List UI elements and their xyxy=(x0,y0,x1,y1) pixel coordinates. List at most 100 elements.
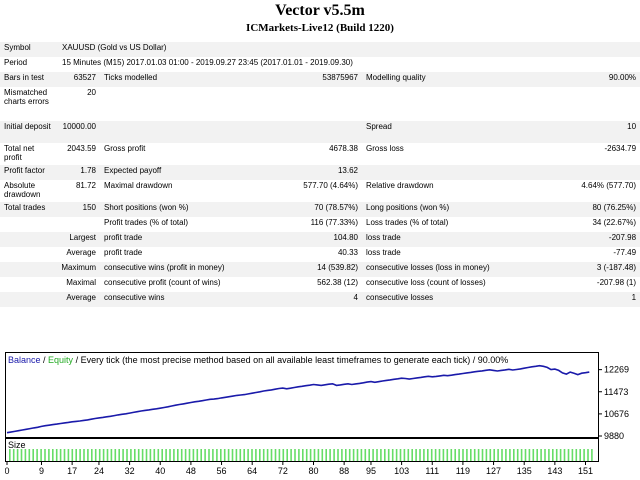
report-cell: Loss trades (% of total) xyxy=(366,218,449,227)
size-bar xyxy=(583,449,585,461)
size-bar xyxy=(516,449,519,461)
report-subtitle: ICMarkets-Live12 (Build 1220) xyxy=(246,22,394,34)
size-bar xyxy=(552,449,554,461)
size-bar xyxy=(259,449,261,461)
size-bar xyxy=(153,449,156,461)
size-bar xyxy=(247,449,249,461)
report-cell: Symbol xyxy=(0,42,58,57)
size-bar xyxy=(368,449,370,461)
size-bar xyxy=(145,449,148,461)
report-cell: Profit trades (% of total) xyxy=(104,218,189,227)
report-cell: Relative drawdown xyxy=(366,181,434,190)
size-bar xyxy=(290,449,292,461)
size-bar xyxy=(149,449,152,461)
size-bar xyxy=(317,449,320,461)
size-bar xyxy=(337,449,339,461)
size-bar xyxy=(489,449,492,461)
size-bar xyxy=(501,449,503,461)
size-bar xyxy=(98,449,101,461)
size-bar xyxy=(380,449,382,461)
report-cell: Gross loss xyxy=(366,144,404,153)
size-bar xyxy=(169,449,171,461)
report-cell: -77.49 xyxy=(613,248,637,257)
report-row: Average profit trade 40.33 loss trade -77.49 xyxy=(0,247,640,262)
report-cell: Total net profit xyxy=(4,144,35,162)
report-cell: 15 Minutes (M15) 2017.01.03 01:00 - 2019… xyxy=(62,58,353,67)
report-cell: Maximal drawdown xyxy=(104,181,173,190)
size-bar xyxy=(505,449,507,461)
x-tick-label: 143 xyxy=(547,466,562,476)
size-bar xyxy=(188,449,191,461)
report-cell: consecutive wins (profit in money) xyxy=(100,262,252,277)
size-bar xyxy=(216,449,218,461)
y-tick-label: 9880 xyxy=(604,431,624,441)
report-cell: 20 xyxy=(87,88,96,97)
size-bar xyxy=(161,449,163,461)
size-bar xyxy=(481,449,484,461)
size-bar xyxy=(137,449,140,461)
size-bar xyxy=(126,449,128,461)
report-row: Maximum consecutive wins (profit in money… xyxy=(0,262,640,277)
x-tick-label: 119 xyxy=(456,466,470,476)
report-row: Average consecutive wins 4 consecutive loss… xyxy=(0,292,640,307)
size-bar xyxy=(454,449,456,461)
report-cell: -2634.79 xyxy=(604,144,637,153)
size-bar xyxy=(177,449,179,461)
x-tick-label: 9 xyxy=(39,466,44,476)
size-bar xyxy=(473,449,476,461)
size-bar xyxy=(173,449,175,461)
size-bar xyxy=(294,449,296,461)
size-bar xyxy=(220,449,222,461)
size-bar xyxy=(200,449,202,461)
report-cell: 80 (76.25%) xyxy=(529,202,640,217)
chart-legend: Balance / Equity / Every tick (the most … xyxy=(8,355,508,365)
report-cell: 4678.38 xyxy=(329,144,358,153)
y-tick-label: 11473 xyxy=(604,387,628,397)
size-bar xyxy=(286,449,288,461)
report-cell: Absolute drawdown xyxy=(4,181,41,199)
report-row: Bars in test 63527 Ticks modelled 53875967 M… xyxy=(0,72,640,87)
report-cell: Expected payoff xyxy=(100,165,252,180)
size-bar xyxy=(55,449,58,461)
report-cell: Largest xyxy=(0,232,100,247)
x-tick-label: 48 xyxy=(186,466,196,476)
legend-description: / Every tick (the most precise method ba… xyxy=(73,355,508,365)
report-cell: 3 (-187.48) xyxy=(529,262,640,277)
size-bar xyxy=(16,449,19,461)
size-bar xyxy=(540,449,542,461)
size-bar xyxy=(83,449,85,461)
size-bar xyxy=(9,449,11,461)
balance-line xyxy=(6,364,590,434)
size-bar xyxy=(309,449,312,461)
report-cell: Period xyxy=(4,58,28,67)
size-bar xyxy=(274,449,277,461)
size-bar xyxy=(434,449,437,461)
size-bar xyxy=(122,449,124,461)
report-cell: Total trades xyxy=(0,202,58,217)
size-bar xyxy=(231,449,234,461)
size-bar xyxy=(333,449,335,461)
size-bar xyxy=(544,449,546,461)
report-cell: 34 (22.67%) xyxy=(592,218,637,227)
report-row: Mismatched charts errors 20 xyxy=(0,87,640,121)
report-cell: Mismatched charts errors xyxy=(4,88,49,106)
legend-separator: / xyxy=(41,355,49,365)
size-bar xyxy=(302,449,304,461)
size-bar xyxy=(442,449,445,461)
size-bar xyxy=(12,449,15,461)
report-cell: 63527 xyxy=(58,72,100,87)
size-bar xyxy=(430,449,433,461)
size-bar xyxy=(79,449,81,461)
size-bar xyxy=(509,449,511,461)
size-bars xyxy=(9,449,593,461)
x-tick-label: 95 xyxy=(366,466,376,476)
report-cell: consecutive loss (count of losses) xyxy=(366,278,486,287)
x-tick-label: 135 xyxy=(517,466,532,476)
report-cell: 150 xyxy=(58,202,100,217)
size-bar xyxy=(114,449,117,461)
size-bar xyxy=(278,449,281,461)
report-cell xyxy=(362,165,640,180)
size-bar xyxy=(415,449,417,461)
report-cell xyxy=(0,217,100,232)
size-bar xyxy=(403,449,406,461)
